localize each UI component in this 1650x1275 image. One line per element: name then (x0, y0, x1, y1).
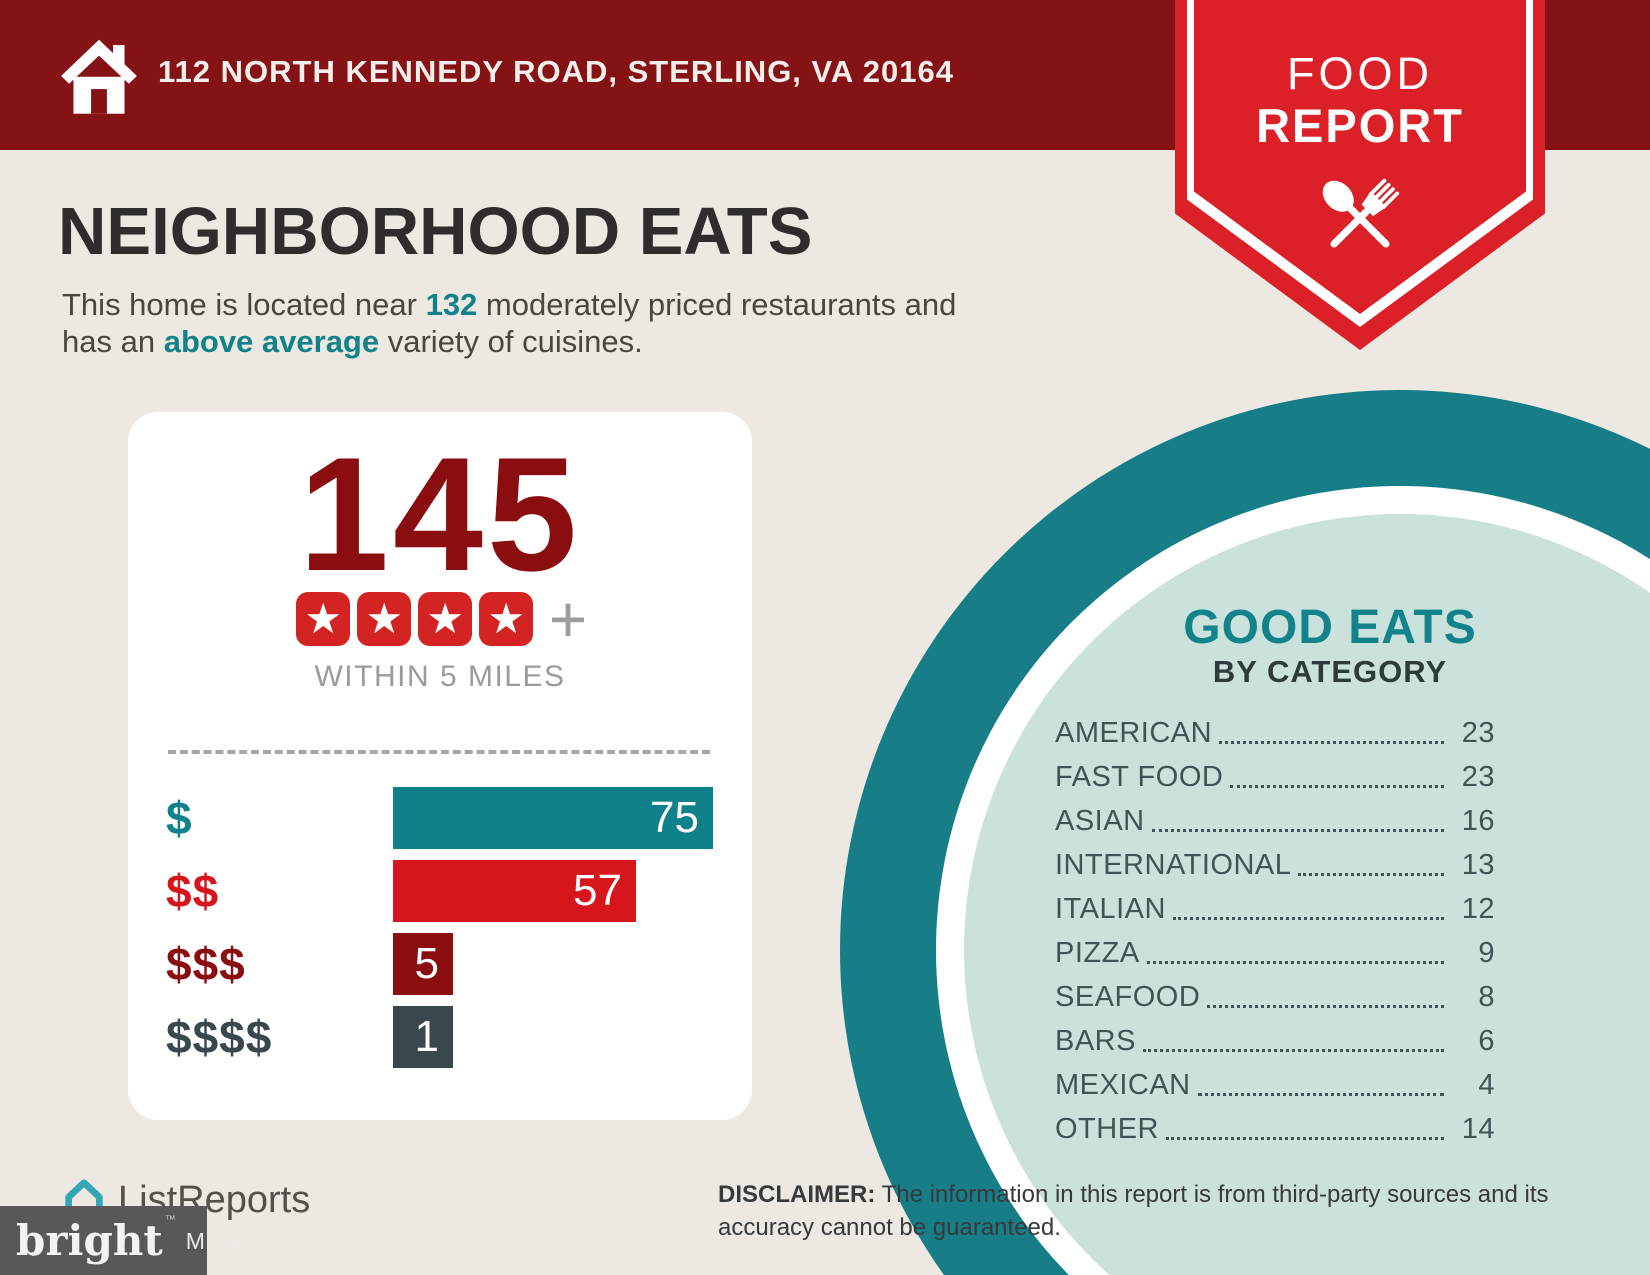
home-icon (61, 39, 137, 114)
category-label: BARS (1055, 1024, 1136, 1057)
rating-stars: ★ ★ ★ ★ + (128, 582, 752, 656)
crossed-spoon-fork-icon (1322, 178, 1400, 248)
price-bar: 5 (393, 933, 453, 995)
category-row: MEXICAN 4 (1055, 1063, 1495, 1107)
category-count: 4 (1478, 1068, 1495, 1101)
within-miles-label: WITHIN 5 MILES (314, 660, 566, 693)
price-bar-value: 1 (414, 1012, 439, 1061)
category-label: MEXICAN (1055, 1068, 1191, 1101)
price-bar-row: $75 (166, 787, 713, 849)
category-label: AMERICAN (1055, 716, 1213, 749)
category-count: 6 (1478, 1024, 1495, 1057)
ribbon-title-food: FOOD (1287, 48, 1433, 99)
category-count: 8 (1478, 980, 1495, 1013)
category-count: 12 (1461, 892, 1495, 925)
price-bar-row: $$ 57 (166, 860, 713, 922)
intro-mid: moderately priced restaurants and has an (62, 287, 957, 359)
mls-label: MLS (185, 1227, 246, 1254)
price-bar: 75 (393, 787, 713, 849)
category-row: SEAFOOD 8 (1055, 975, 1495, 1019)
star-icon: ★ (418, 592, 473, 646)
category-row: FAST FOOD 23 (1055, 755, 1495, 799)
category-row: AMERICAN 23 (1055, 711, 1495, 755)
star-icon: ★ (357, 592, 412, 646)
good-eats-title: GOOD EATS (1183, 601, 1477, 654)
star-tiles: ★ ★ ★ ★ (293, 592, 537, 646)
price-bar-row: $$$$ 1 (166, 1006, 713, 1068)
dotted-leader (1230, 784, 1444, 788)
dotted-leader (1298, 872, 1444, 876)
category-row: PIZZA 9 (1055, 931, 1495, 975)
disclaimer: DISCLAIMER: The information in this repo… (718, 1178, 1568, 1244)
price-bar-value: 75 (650, 793, 699, 842)
category-count: 23 (1461, 760, 1495, 793)
plus-icon: + (548, 582, 588, 656)
category-count: 13 (1461, 848, 1495, 881)
dotted-leader (1166, 1136, 1444, 1140)
category-list: AMERICAN 23 FAST FOOD 23 ASIAN 16 INTERNATIONA… (1055, 711, 1495, 1151)
category-row: ITALIAN 12 (1055, 887, 1495, 931)
good-eats-subtitle: BY CATEGORY (1212, 654, 1448, 689)
intro-text: This home is located near 132 moderately… (62, 286, 1142, 360)
category-label: INTERNATIONAL (1055, 848, 1292, 881)
price-bar-value: 57 (573, 866, 622, 915)
summary-card: 145 ★ ★ ★ ★ + WITHIN 5 MILES $75 $$ 57 $$$ 5 $$$… (128, 412, 752, 1120)
dotted-leader (1172, 916, 1444, 920)
property-address: 112 NORTH KENNEDY ROAD, STERLING, VA 201… (158, 54, 954, 89)
page-title: NEIGHBORHOOD EATS (58, 194, 813, 269)
food-report-ribbon: FOOD REPORT (1175, 0, 1545, 350)
category-count: 9 (1478, 936, 1495, 969)
restaurant-total-count: 145 (298, 424, 582, 605)
category-count: 14 (1461, 1112, 1495, 1145)
dotted-leader (1197, 1092, 1444, 1096)
category-row: BARS 6 (1055, 1019, 1495, 1063)
category-label: ASIAN (1055, 804, 1145, 837)
disclaimer-label: DISCLAIMER: (718, 1181, 876, 1208)
category-label: PIZZA (1055, 936, 1140, 969)
category-row: INTERNATIONAL 13 (1055, 843, 1495, 887)
price-bar: 57 (393, 860, 636, 922)
dotted-leader (1151, 828, 1444, 832)
restaurant-count: 132 (425, 287, 478, 322)
dotted-leader (1207, 1004, 1444, 1008)
dotted-divider (168, 750, 710, 754)
dotted-leader (1219, 740, 1444, 744)
bright-trademark: ™ (164, 1214, 176, 1226)
category-count: 23 (1461, 716, 1495, 749)
price-bar: 1 (393, 1006, 453, 1068)
category-row: OTHER 14 (1055, 1107, 1495, 1151)
price-tier-label: $ (166, 792, 193, 844)
star-icon: ★ (479, 592, 534, 646)
disclaimer-text: The information in this report is from t… (718, 1181, 1549, 1241)
dotted-leader (1146, 960, 1444, 964)
price-bar-value: 5 (414, 939, 439, 988)
category-label: SEAFOOD (1055, 980, 1201, 1013)
price-tier-label: $$$$ (166, 1011, 273, 1063)
category-label: FAST FOOD (1055, 760, 1224, 793)
category-row: ASIAN 16 (1055, 799, 1495, 843)
bright-wordmark: bright (16, 1216, 163, 1265)
price-tier-label: $$$ (166, 938, 246, 990)
price-bar-chart: $75 $$ 57 $$$ 5 $$$$ 1 (166, 787, 713, 1079)
price-tier-label: $$ (166, 865, 220, 917)
variety-highlight: above average (163, 324, 380, 359)
intro-pre: This home is located near (62, 287, 426, 322)
category-count: 16 (1461, 804, 1495, 837)
intro-post: variety of cuisines. (379, 324, 643, 359)
price-bar-row: $$$ 5 (166, 933, 713, 995)
brightmls-logo: bright ™ MLS (0, 1206, 241, 1275)
category-label: OTHER (1055, 1112, 1159, 1145)
dotted-leader (1142, 1048, 1444, 1052)
ribbon-title-report: REPORT (1256, 99, 1464, 152)
star-icon: ★ (296, 592, 351, 646)
category-label: ITALIAN (1055, 892, 1166, 925)
